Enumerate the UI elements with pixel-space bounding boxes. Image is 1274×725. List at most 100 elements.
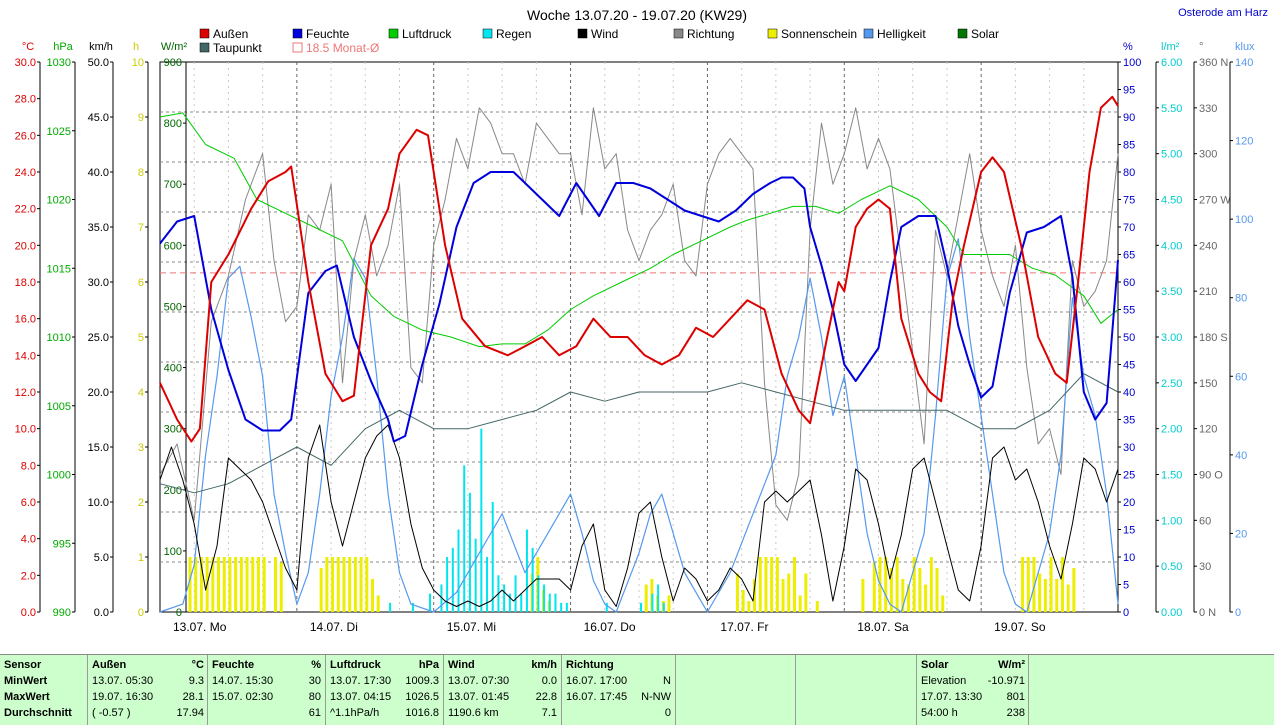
right-axis-unit: ° <box>1199 41 1203 53</box>
right-tick-label: 20 <box>1123 497 1135 509</box>
right-tick-label: 150 <box>1199 378 1217 390</box>
right-tick-label: 100 <box>1235 214 1253 226</box>
stats-richtung-max-value: N-NW <box>641 691 671 703</box>
stats-feuchte-min-value: 30 <box>308 675 321 687</box>
humidity-line <box>159 171 1119 443</box>
stats-richtung-title: Richtung <box>566 659 614 671</box>
left-tick-label: 24.0 <box>15 167 36 179</box>
rain-bar <box>537 575 540 612</box>
right-tick-label: 40 <box>1235 450 1247 462</box>
left-tick-label: 1020 <box>47 195 71 207</box>
stats-solar-avg-value: 238 <box>1006 707 1025 719</box>
right-tick-label: 4.00 <box>1161 240 1182 252</box>
stats-feuchte: Feuchte% 14.07. 15:30 30 15.07. 02:30 80 6… <box>207 655 325 725</box>
stats-luftdruck-min-value: 1009.3 <box>405 675 439 687</box>
rain-bar <box>531 547 534 612</box>
right-tick-label: 5.00 <box>1161 149 1182 161</box>
left-tick-label: 10.0 <box>88 497 109 509</box>
legend-swatch <box>863 28 874 39</box>
left-tick-label: 1025 <box>47 126 71 138</box>
right-tick-label: 70 <box>1123 222 1135 234</box>
rain-bar <box>480 428 483 612</box>
stats-solar-title: Solar <box>921 659 949 671</box>
left-tick-label: 5.0 <box>94 552 109 564</box>
stats-wind: Wind km/h 13.07. 07:30 0.0 13.07. 01:45 22.… <box>443 655 561 725</box>
left-tick-label: 35.0 <box>88 222 109 234</box>
stats-richtung-min-time: 16.07. 17:00 <box>566 675 628 687</box>
sunshine-bar <box>667 595 671 612</box>
legend-label: Außen <box>213 27 248 41</box>
right-tick-label: 5.50 <box>1161 103 1182 115</box>
sunshine-bar <box>348 557 352 612</box>
rain-bar <box>463 465 466 612</box>
sunshine-bar <box>753 579 757 612</box>
stats-wind-unit: km/h <box>531 659 557 671</box>
rain-bar <box>503 584 506 612</box>
legend-label: Regen <box>496 27 531 41</box>
left-tick-label: 16.0 <box>15 314 36 326</box>
sunshine-bar <box>1032 557 1036 612</box>
stats-wind-min-time: 13.07. 07:30 <box>448 675 510 687</box>
legend-swatch <box>292 28 303 39</box>
statistics-table: Sensor MinWert MaxWert Durchschnitt Auße… <box>0 654 1274 725</box>
sunshine-bar <box>1043 579 1047 612</box>
right-tick-label: 0 N <box>1199 607 1216 619</box>
stats-aussen-title: Außen <box>92 659 127 671</box>
sunshine-bar <box>781 579 785 612</box>
left-tick-label: 45.0 <box>88 112 109 124</box>
right-tick-label: 45 <box>1123 360 1135 372</box>
right-tick-label: 10 <box>1123 552 1135 564</box>
sunshine-bar <box>747 601 751 612</box>
stats-aussen-min-value: 9.3 <box>188 675 204 687</box>
rain-bar <box>508 593 511 612</box>
sunshine-bar <box>228 557 232 612</box>
left-axis-unit: W/m² <box>161 41 188 53</box>
rain-bar <box>605 602 608 612</box>
grid-lines <box>160 62 1118 612</box>
stats-wind-min-value: 0.0 <box>541 675 557 687</box>
sunshine-bar <box>239 557 243 612</box>
stats-aussen-unit: °C <box>191 659 204 671</box>
sunshine-bar <box>758 557 762 612</box>
left-tick-label: 28.0 <box>15 94 36 106</box>
sunshine-bar <box>1049 557 1053 612</box>
left-tick-label: 400 <box>164 363 182 375</box>
legend-swatch <box>199 42 210 53</box>
rain-bar <box>525 529 528 612</box>
stats-luftdruck-max-time: 13.07. 04:15 <box>330 691 392 703</box>
rain-bar <box>548 593 551 612</box>
left-tick-label: 500 <box>164 301 182 313</box>
sunshine-bar <box>353 557 357 612</box>
sunshine-bar <box>872 562 876 612</box>
stats-luftdruck-trend: ^1.1hPa/h <box>330 707 380 719</box>
pressure-line <box>159 112 1119 348</box>
day-label: 16.07. Do <box>584 620 636 634</box>
left-tick-label: 995 <box>53 538 71 550</box>
left-tick-label: 40.0 <box>88 167 109 179</box>
legend-swatch <box>957 28 968 39</box>
left-tick-label: 20.0 <box>88 387 109 399</box>
left-tick-label: 300 <box>164 424 182 436</box>
left-tick-label: 1030 <box>47 57 71 69</box>
left-tick-label: 6.0 <box>21 497 36 509</box>
rain-bar <box>520 593 523 612</box>
sunshine-bar <box>741 590 745 612</box>
right-tick-label: 30 <box>1199 561 1211 573</box>
left-tick-label: 30.0 <box>88 277 109 289</box>
sunshine-bar <box>798 595 802 612</box>
stats-sensor-title: Sensor <box>4 659 42 671</box>
right-tick-label: 60 <box>1199 515 1211 527</box>
day-label: 17.07. Fr <box>720 620 768 634</box>
sunshine-bar <box>644 584 648 612</box>
sunshine-bar <box>234 557 238 612</box>
stats-wind-distance: 1190.6 km <box>448 707 499 719</box>
left-tick-label: 10.0 <box>15 424 36 436</box>
rain-bar <box>389 602 392 612</box>
sunshine-bar <box>1055 579 1059 612</box>
sunshine-bar <box>787 573 791 612</box>
sunshine-bar <box>735 573 739 612</box>
left-tick-label: 22.0 <box>15 204 36 216</box>
stats-richtung-min-value: N <box>663 675 671 687</box>
legend-swatch <box>673 28 684 39</box>
right-tick-label: 3.50 <box>1161 286 1182 298</box>
